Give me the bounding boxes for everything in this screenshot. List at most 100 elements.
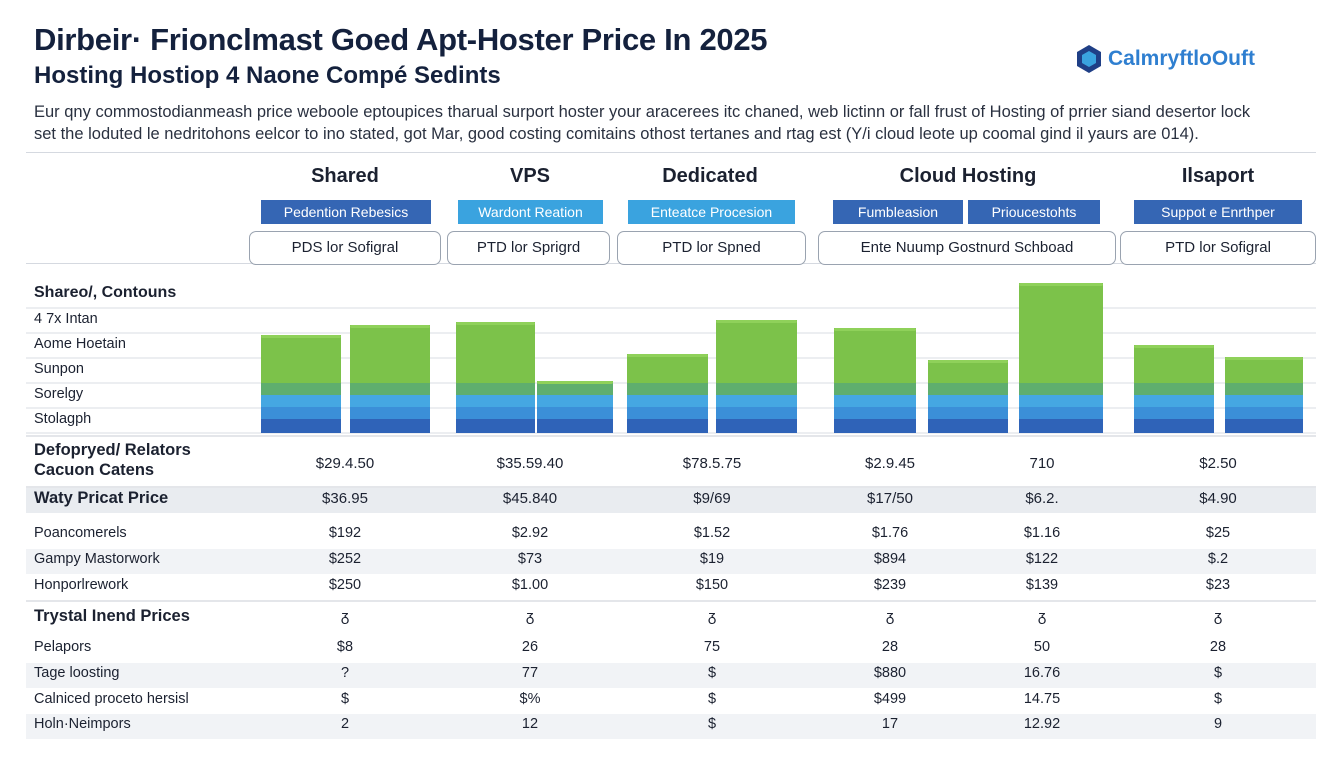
bar-segment [834,383,916,395]
cell: $880 [873,665,907,681]
section-title: Defopryed/ Relators Cacuon Catens [34,441,191,479]
bar-segment [350,419,430,433]
cell: $2.92 [511,525,549,541]
cell: $239 [873,577,907,593]
row-label: Sorelgy [34,386,84,402]
cell: 28 [881,639,899,655]
section-value: $17/50 [867,490,913,507]
bar-segment [716,383,797,395]
bar-cap [627,354,708,357]
section-value: $45.840 [502,490,558,507]
bar-cap [928,360,1008,363]
bar-segment [627,395,708,407]
bar-segment [261,383,341,395]
bar-segment [456,322,535,383]
bar-segment [350,407,430,419]
bar-segment [834,407,916,419]
section-value: $78.5.75 [682,455,742,472]
cell: $19 [699,551,725,567]
bar-cap [456,322,535,325]
row-label: Sunpon [34,361,84,377]
bar-segment [1225,395,1303,407]
bar-segment [1225,357,1303,383]
cell: $122 [1025,551,1059,567]
logo-text: CalmryftloOuft [1108,47,1255,70]
logo-icon [1077,45,1101,73]
divider [26,152,1316,153]
bar-segment [537,383,613,395]
section-value: $35.59.40 [496,455,564,472]
bar-segment [350,383,430,395]
badge: Pedention Rebesics [261,200,431,224]
row-band [26,663,1316,688]
section-value: ᵹ [525,608,535,625]
bar-segment [261,335,341,383]
badge: Enteatce Procesion [628,200,795,224]
row-band [26,714,1316,739]
title: Dirbeir· Frionclmast Goed Apt-Hoster Pri… [34,22,768,57]
section-value: ᵹ [1213,608,1223,625]
row-label: Pelapors [34,639,92,655]
badge: Fumbleasion [833,200,963,224]
row-band [26,549,1316,574]
section-value: $4.90 [1199,490,1237,507]
bar-segment [627,419,708,433]
bar-segment [537,395,613,407]
cell: $894 [873,551,907,567]
bar-segment [716,407,797,419]
bar-segment [261,395,341,407]
cell: $25 [1205,525,1231,541]
row-label: Stolagph [34,411,92,427]
bar-segment [537,407,613,419]
bar-cap [834,328,916,331]
section-value: $9/69 [693,490,731,507]
row-label: Gampy Mastorwork [34,551,160,567]
bar-cap [1134,345,1214,348]
cell: $% [519,691,541,707]
column-heading: Ilsaport [1181,165,1255,187]
cell: ? [340,665,350,681]
cell: 26 [521,639,539,655]
logo: CalmryftloOuft [1076,44,1255,74]
bar-segment [627,383,708,395]
row-label: Tage loosting [34,665,120,681]
cell: $139 [1025,577,1059,593]
bar-segment [928,383,1008,395]
cell: 2 [340,716,350,732]
bar-cap [716,320,797,323]
row-label: 4 7x Intan [34,311,98,327]
bar-segment [834,395,916,407]
badge: Wardont Reation [458,200,603,224]
row-label: Aome Hoetain [34,336,126,352]
cell: $73 [517,551,543,567]
section-value: $36.95 [322,490,368,507]
section-value: 710 [1029,455,1055,472]
cell: 75 [703,639,721,655]
cell: $150 [695,577,729,593]
bar-segment [1019,283,1103,383]
bar-segment [1225,407,1303,419]
bar-segment [1134,395,1214,407]
cell: 14.75 [1023,691,1061,707]
intro-line: Eur qny commostodianmeash price weboole … [34,103,1251,121]
bar-segment [1225,383,1303,395]
bar-segment [1134,345,1214,383]
cell: $ [1213,665,1223,681]
cell: $1.52 [693,525,731,541]
row-label: Honporlrework [34,577,129,593]
bar-segment [928,419,1008,433]
pill: Ente Nuump Gostnurd Schboad [818,231,1116,265]
bar-segment [716,395,797,407]
section-value: ᵹ [1037,608,1047,625]
bar-segment [537,419,613,433]
cell: $192 [328,525,362,541]
cell: 77 [521,665,539,681]
section-title: Waty Pricat Price [34,489,169,507]
section-value: $2.50 [1199,455,1237,472]
cell: $250 [328,577,362,593]
cell: $ [707,716,717,732]
bar-segment [1019,407,1103,419]
bar-segment [350,325,430,383]
